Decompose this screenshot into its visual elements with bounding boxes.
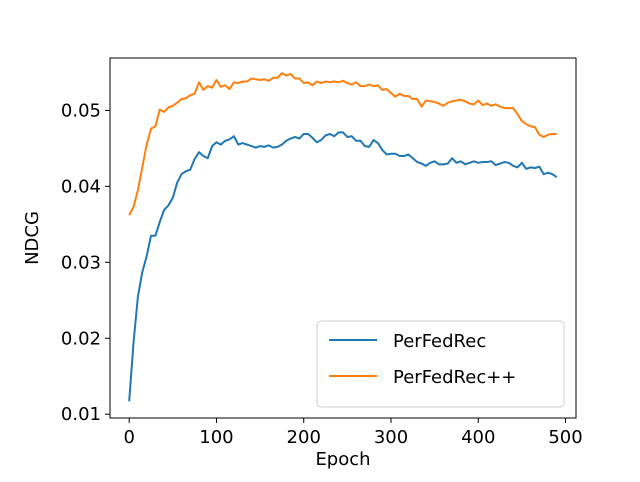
series-line-perfedrec (128, 131, 558, 402)
x-tick-label: 400 (461, 427, 495, 448)
y-axis-title: NDCG (22, 211, 43, 265)
y-tick-label: 0.02 (61, 328, 101, 349)
legend: PerFedRec PerFedRec++ (316, 320, 565, 408)
x-tick-label: 0 (123, 427, 134, 448)
legend-label-perfedrec: PerFedRec (393, 331, 486, 352)
series-line-perfedrec-plus-plus (128, 72, 557, 216)
x-axis: 0 100 200 300 400 500 (123, 418, 583, 448)
x-tick-label: 500 (548, 427, 582, 448)
x-tick-label: 300 (374, 427, 408, 448)
y-tick-label: 0.05 (61, 100, 101, 121)
y-tick-label: 0.01 (61, 404, 101, 425)
x-tick-label: 200 (287, 427, 321, 448)
series-layer (128, 72, 558, 402)
plot-frame (109, 57, 577, 419)
y-tick-label: 0.03 (61, 252, 101, 273)
y-tick-label: 0.04 (61, 176, 101, 197)
legend-box (316, 320, 565, 408)
x-axis-title: Epoch (315, 449, 370, 470)
x-tick-label: 100 (199, 427, 233, 448)
legend-label-perfedrec-plus-plus: PerFedRec++ (393, 367, 516, 388)
y-axis: 0.01 0.02 0.03 0.04 0.05 (61, 100, 110, 425)
